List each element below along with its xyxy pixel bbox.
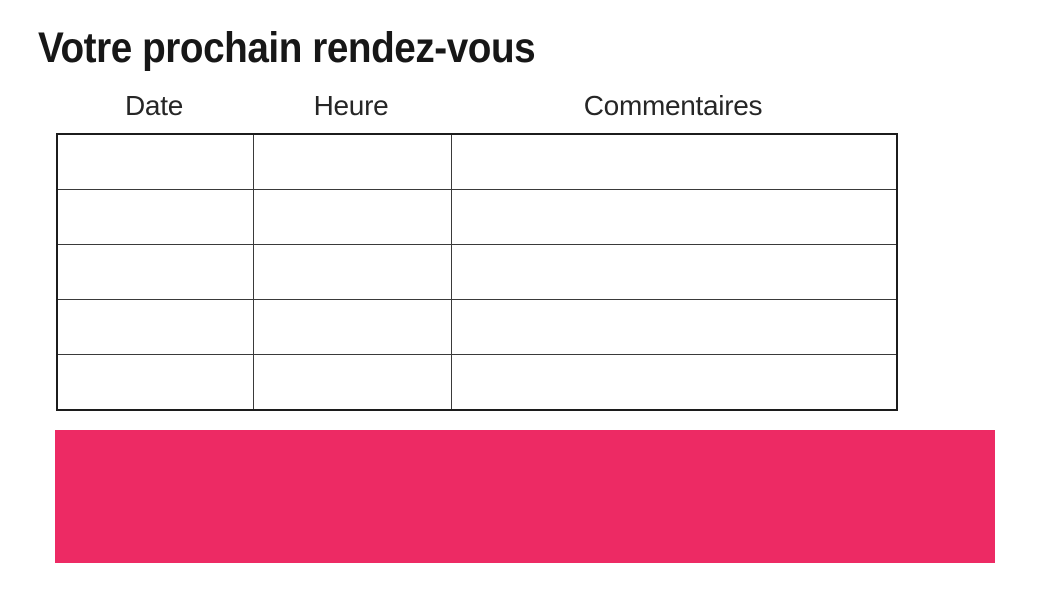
table-cell bbox=[450, 299, 898, 355]
table-cell bbox=[450, 189, 898, 245]
table-cell bbox=[252, 244, 452, 300]
column-header-date: Date bbox=[125, 90, 183, 121]
table-row bbox=[56, 133, 898, 190]
column-header-heure: Heure bbox=[313, 90, 389, 121]
appointments-table-body bbox=[56, 133, 898, 411]
table-cell bbox=[450, 133, 898, 190]
table-cell bbox=[252, 354, 452, 411]
table-row bbox=[56, 244, 898, 300]
table-row bbox=[56, 299, 898, 355]
table-cell bbox=[56, 189, 254, 245]
table-cell bbox=[56, 354, 254, 411]
table-cell bbox=[450, 244, 898, 300]
table-cell bbox=[56, 299, 254, 355]
table-row bbox=[56, 189, 898, 245]
table-cell bbox=[252, 189, 452, 245]
table-cell bbox=[252, 299, 452, 355]
table-cell bbox=[56, 244, 254, 300]
table-cell bbox=[56, 133, 254, 190]
table-header-row: Date Heure Commentaires bbox=[56, 90, 896, 122]
appointments-table bbox=[56, 133, 898, 411]
page-title: Votre prochain rendez-vous bbox=[38, 24, 536, 72]
table-cell bbox=[450, 354, 898, 411]
table-cell bbox=[252, 133, 452, 190]
table-row bbox=[56, 354, 898, 411]
column-header-commentaires: Commentaires bbox=[583, 90, 763, 121]
pink-banner bbox=[55, 430, 995, 563]
